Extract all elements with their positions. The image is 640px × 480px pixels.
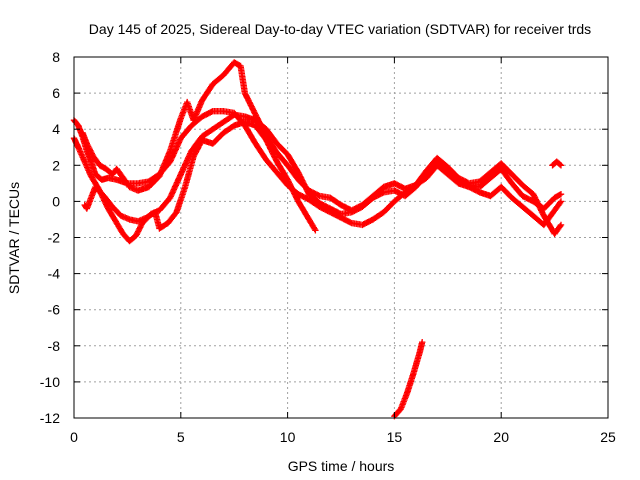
- x-tick-label: 5: [177, 429, 185, 445]
- x-tick-label: 10: [280, 429, 296, 445]
- y-tick-label: 6: [52, 85, 60, 101]
- y-tick-label: -6: [48, 302, 61, 318]
- grid-lines: [74, 57, 608, 418]
- y-tick-label: -8: [48, 338, 61, 354]
- series-6: [549, 158, 565, 169]
- y-tick-label: -10: [40, 374, 60, 390]
- x-tick-label: 25: [600, 429, 616, 445]
- series-4: [81, 118, 319, 234]
- y-axis-label: SDTVAR / TECUs: [6, 182, 22, 294]
- x-tick-label: 15: [387, 429, 403, 445]
- y-tick-label: -12: [40, 410, 60, 426]
- y-tick-label: 4: [52, 121, 60, 137]
- x-tick-label: 20: [493, 429, 509, 445]
- x-tick-label: 0: [70, 429, 78, 445]
- y-tick-label: -2: [48, 230, 61, 246]
- x-axis-label: GPS time / hours: [288, 458, 395, 474]
- y-tick-label: 8: [52, 49, 60, 65]
- y-tick-label: -4: [48, 266, 61, 282]
- series-3: [79, 59, 565, 238]
- y-tick-label: 2: [52, 157, 60, 173]
- y-tick-label: 0: [52, 193, 60, 209]
- axis-ticks: 0 5 10 15 20 25 -12 -10 -8 -6 -4 -2 0 2 4 6 8: [40, 49, 616, 445]
- chart-title: Day 145 of 2025, Sidereal Day-to-day VTE…: [89, 21, 591, 37]
